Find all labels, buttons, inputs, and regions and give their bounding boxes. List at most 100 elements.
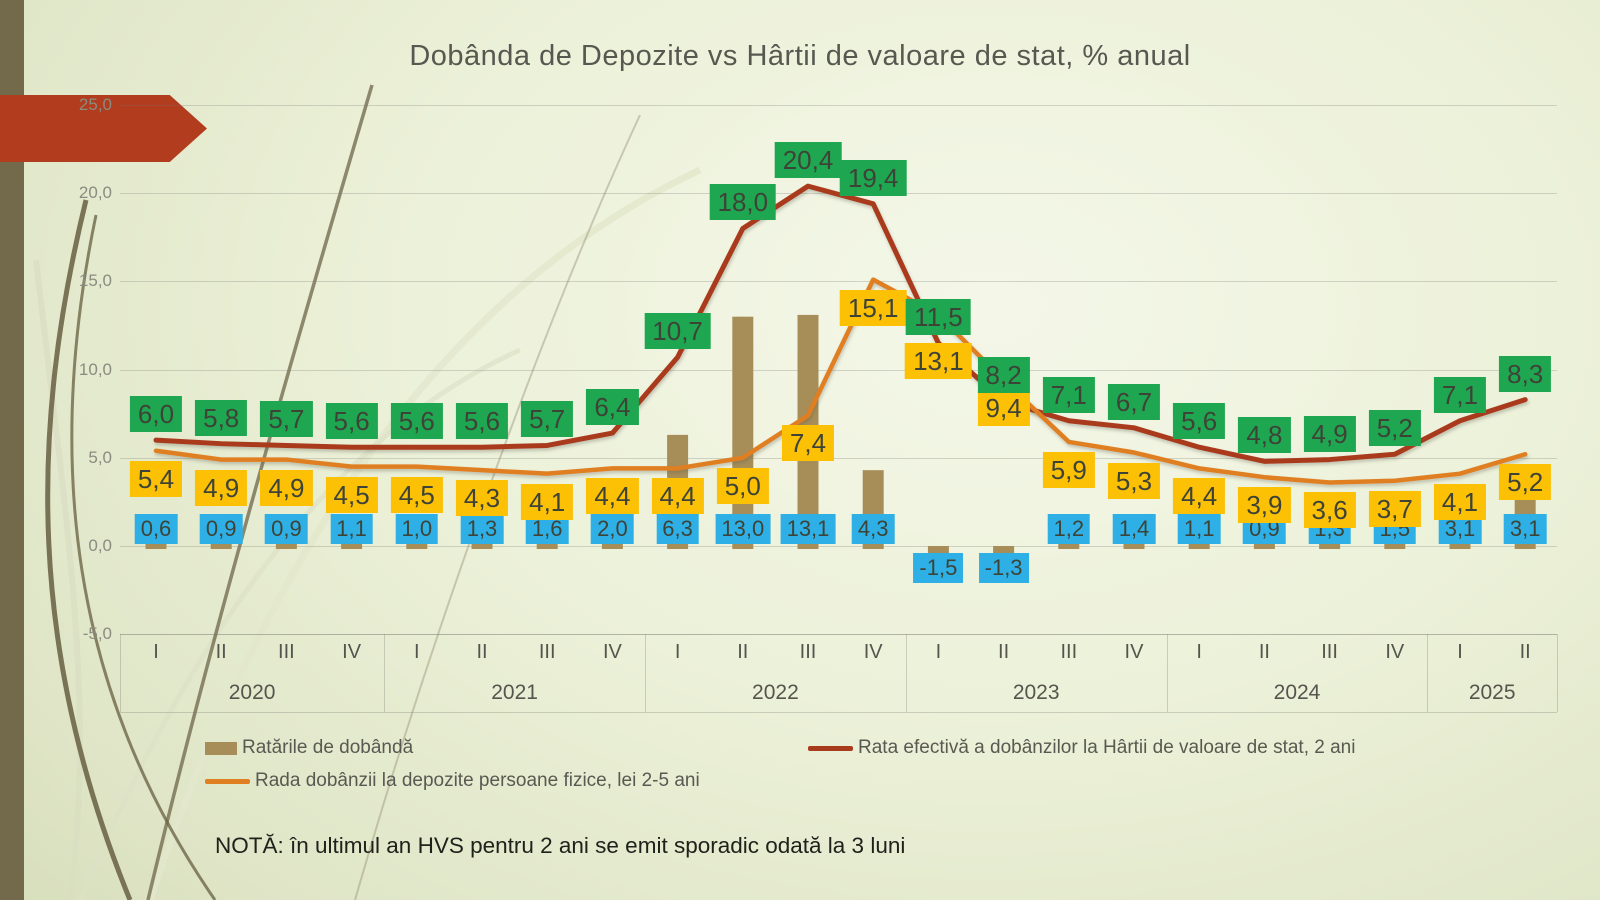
x-axis-quarter-label: I: [935, 641, 942, 663]
y-axis-tick-label: 25,0: [78, 95, 112, 114]
legend-label-deposit: Rada dobânzii la depozite persoane fizic…: [255, 770, 700, 791]
x-axis-quarter-label: III: [1060, 641, 1078, 663]
bar-value-label: 1,2: [1047, 514, 1091, 544]
deposit-value-label: 4,1: [1433, 483, 1487, 520]
deposit-value-label: 4,4: [651, 478, 704, 515]
hvs-value-label: 5,6: [325, 403, 378, 440]
bar-value-label: 3,1: [1503, 514, 1547, 544]
legend-label-bars: Ratările de dobândă: [242, 737, 414, 758]
axis-box-left: [120, 634, 121, 712]
x-axis-quarter-label: II: [1258, 641, 1270, 663]
hvs-value-label: 5,7: [260, 401, 313, 438]
legend-item-hvs-line: Rata efectivă a dobânzilor la Hârtii de …: [808, 737, 1355, 759]
x-axis-quarter-label: III: [538, 641, 556, 663]
legend-label-hvs: Rata efectivă a dobânzilor la Hârtii de …: [858, 737, 1356, 758]
gridline: [120, 546, 1557, 547]
hvs-value-label: 4,9: [1303, 415, 1356, 452]
x-axis-quarter-label: III: [799, 641, 817, 663]
hvs-value-label: 7,1: [1433, 376, 1487, 413]
gridline: [120, 634, 1557, 636]
hvs-line-swatch: [808, 745, 853, 751]
hvs-value-label: 5,7: [521, 401, 574, 438]
hvs-value-label: 6,7: [1107, 383, 1161, 420]
y-axis-tick-label: 5,0: [88, 447, 112, 467]
x-axis-quarter-label: IV: [863, 641, 883, 663]
hvs-value-label: 5,8: [195, 399, 248, 436]
deposit-value-label: 5,4: [129, 460, 183, 497]
gridline: [120, 369, 1557, 371]
gridline: [120, 281, 1557, 283]
x-axis-quarter-label: I: [414, 641, 420, 663]
hvs-value-label: 5,6: [390, 403, 443, 440]
x-axis-quarter-label: I: [674, 641, 681, 663]
deposit-value-label: 4,9: [260, 469, 313, 506]
bar-value-label: 1,4: [1112, 514, 1156, 544]
deposit-line: [153, 277, 1528, 485]
x-axis-quarter-label: II: [998, 641, 1010, 663]
x-axis-quarter-label: III: [278, 641, 295, 663]
accent-arrow-shape: [0, 95, 207, 162]
hvs-value-label: 10,7: [644, 313, 711, 350]
bar-value-label: 0,9: [265, 514, 308, 544]
deposit-value-label: 9,4: [977, 390, 1030, 427]
x-axis-quarter-label: II: [215, 641, 227, 663]
hvs-value-label: 20,4: [774, 142, 842, 179]
hvs-value-label: 8,3: [1499, 355, 1552, 392]
axis-box-top: [120, 634, 1557, 635]
bar-value-label: 1,1: [330, 514, 373, 544]
axis-box-bottom: [120, 712, 1557, 713]
bar-value-label: -1,5: [913, 553, 964, 583]
deposit-value-label: 4,9: [195, 469, 248, 506]
deposit-value-label: 3,7: [1368, 490, 1421, 527]
x-axis-year-label: 2021: [491, 681, 538, 704]
x-axis-quarter-label: I: [1196, 641, 1202, 663]
deposit-value-label: 15,1: [839, 289, 907, 326]
year-separator: [905, 634, 907, 712]
bar-value-label: -1,3: [978, 553, 1029, 583]
hvs-value-label: 8,2: [977, 357, 1030, 394]
hvs-value-label: 5,2: [1368, 410, 1421, 447]
bar-value-label: 0,6: [134, 514, 178, 544]
x-axis-quarter-label: III: [1321, 641, 1338, 663]
x-axis-quarter-label: I: [153, 641, 159, 663]
deposit-value-label: 4,4: [1173, 478, 1226, 515]
x-axis-quarter-label: II: [737, 641, 749, 663]
deposit-value-label: 7,4: [781, 425, 835, 462]
x-axis-quarter-label: IV: [1385, 641, 1405, 663]
y-axis-tick-label: -5,0: [82, 624, 112, 644]
deposit-value-label: 5,0: [716, 467, 769, 504]
hvs-value-label: 19,4: [839, 159, 907, 196]
deposit-line-swatch: [205, 778, 250, 784]
y-axis-tick-label: 0,0: [88, 536, 112, 555]
deposit-value-label: 4,5: [325, 476, 378, 513]
x-axis-quarter-label: IV: [342, 641, 362, 663]
bar-value-label: 13,0: [715, 514, 771, 544]
hvs-value-label: 7,1: [1042, 376, 1095, 413]
year-separator: [384, 634, 386, 712]
year-separator: [1427, 634, 1429, 712]
deposit-value-label: 4,5: [390, 476, 443, 513]
bar-series-swatch: [205, 741, 237, 755]
gridline: [120, 105, 1557, 106]
x-axis-quarter-label: I: [1457, 641, 1463, 663]
y-axis-tick-label: 15,0: [78, 271, 112, 291]
bar-value-label: 2,0: [591, 514, 634, 544]
deposit-value-label: 3,6: [1303, 492, 1356, 529]
x-axis-quarter-label: IV: [1124, 641, 1144, 663]
hvs-value-label: 11,5: [906, 299, 971, 336]
x-axis-quarter-label: II: [476, 641, 488, 663]
bar-value-label: 1,0: [395, 514, 439, 544]
note-text: NOTĂ: în ultimul an HVS pentru 2 ani se …: [215, 833, 906, 858]
deposit-value-label: 3,9: [1238, 487, 1291, 524]
legend-item-bars: Ratările de dobândă: [205, 737, 413, 759]
year-separator: [645, 634, 646, 712]
deposit-value-label: 5,3: [1107, 462, 1161, 499]
deposit-value-label: 5,9: [1042, 451, 1095, 488]
bar-value-label: 1,3: [460, 514, 504, 544]
x-axis-year-label: 2020: [228, 681, 276, 704]
deposit-value-label: 4,1: [521, 483, 574, 520]
deposit-value-label: 4,3: [455, 480, 509, 517]
chart-title: Dobânda de Depozite vs Hârtii de valoare…: [409, 40, 1191, 72]
